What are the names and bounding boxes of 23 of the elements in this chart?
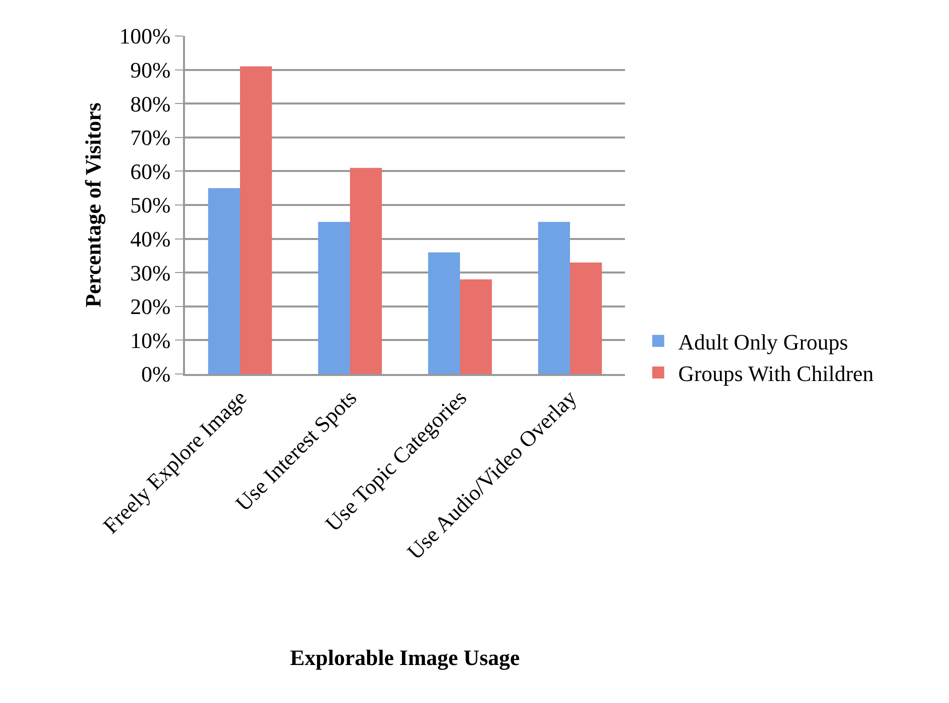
y-tick-label: 100% <box>119 24 171 49</box>
y-tick-label: 20% <box>130 294 171 320</box>
y-tick-label: 50% <box>130 192 171 218</box>
legend-label: Groups With Children <box>678 361 874 386</box>
bar <box>318 222 350 374</box>
y-tick-label: 60% <box>130 158 171 184</box>
y-tick-label: 70% <box>130 125 171 150</box>
bar <box>538 222 570 374</box>
bar <box>460 279 492 374</box>
y-tick-label: 0% <box>141 362 171 387</box>
y-tick-label: 10% <box>130 328 171 353</box>
legend-label: Adult Only Groups <box>678 329 848 354</box>
bar <box>570 262 602 374</box>
y-tick-label: 40% <box>130 226 171 252</box>
bar <box>208 188 240 374</box>
bar <box>350 168 382 374</box>
bar <box>428 252 460 374</box>
y-axis-title: Percentage of Visitors <box>80 102 106 308</box>
y-tick-label: 90% <box>130 58 171 82</box>
bar <box>240 66 272 374</box>
x-axis-title: Explorable Image Usage <box>290 645 520 670</box>
y-tick-label: 80% <box>130 91 171 116</box>
y-tick-label: 30% <box>130 260 171 286</box>
